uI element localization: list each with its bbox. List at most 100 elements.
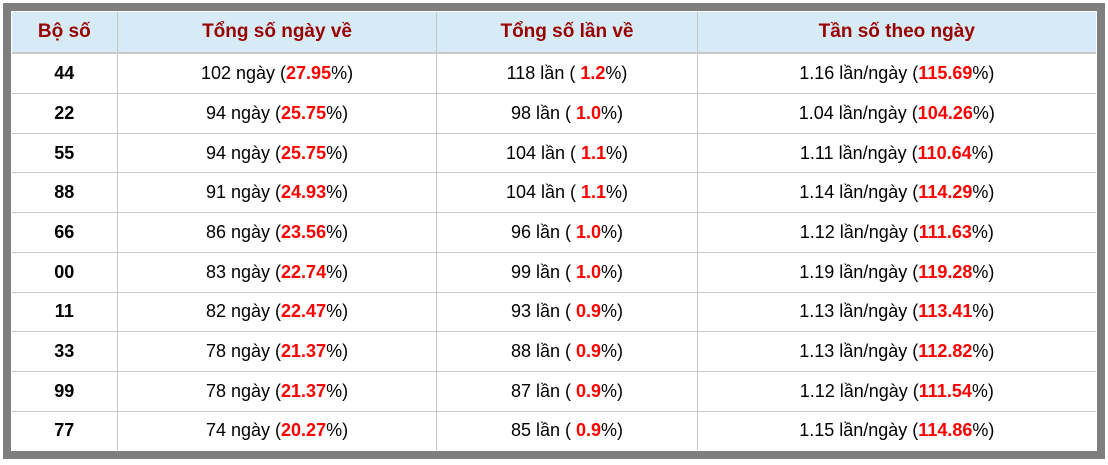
freq-text: 1.11 lần/ngày ( xyxy=(799,142,918,163)
freq-percent: 114.86 xyxy=(918,420,973,441)
pair-number: 99 xyxy=(54,380,75,401)
days-text: 78 ngày ( xyxy=(205,380,282,401)
table-row: 22 94 ngày (25.75%) 98 lần ( 1.0%) 1.04 … xyxy=(12,93,1096,134)
total-times-cell: 99 lần ( 1.0%) xyxy=(436,251,698,293)
total-days-cell: 86 ngày (23.56%) xyxy=(116,212,437,253)
table-row: 55 94 ngày (25.75%) 104 lần ( 1.1%) 1.11… xyxy=(12,132,1096,173)
table-row: 00 83 ngày (22.74%) 99 lần ( 1.0%) 1.19 … xyxy=(12,251,1096,293)
total-days-cell: 83 ngày (22.74%) xyxy=(116,251,437,293)
times-percent: 0.9 xyxy=(575,420,602,441)
freq-text: 1.12 lần/ngày ( xyxy=(799,222,919,242)
times-percent: 0.9 xyxy=(575,380,602,401)
pair-number: 77 xyxy=(54,420,75,441)
freq-percent: 119.28 xyxy=(918,261,973,282)
total-days-cell: 78 ngày (21.37%) xyxy=(116,370,437,412)
freq-text: 1.04 lần/ngày ( xyxy=(798,102,918,123)
days-text: 74 ngày ( xyxy=(205,420,282,441)
freq-text: 1.14 lần/ngày ( xyxy=(799,182,919,203)
total-days-cell: 102 ngày (27.95%) xyxy=(116,53,437,94)
col-header-total-days: Tổng số ngày về xyxy=(116,12,437,54)
freq-text: 1.13 lần/ngày ( xyxy=(799,341,919,362)
frequency-cell: 1.16 lần/ngày (115.69%) xyxy=(696,53,1096,94)
pair-number: 00 xyxy=(54,261,75,282)
total-times-cell: 88 lần ( 0.9%) xyxy=(436,331,698,372)
freq-percent: 115.69 xyxy=(918,63,973,84)
frequency-cell: 1.13 lần/ngày (113.41%) xyxy=(696,291,1096,332)
days-percent-suffix: %) xyxy=(326,182,349,203)
days-percent-suffix: %) xyxy=(326,102,349,123)
freq-text: 1.19 lần/ngày ( xyxy=(799,261,919,282)
header-row: Bộ số Tổng số ngày về Tổng số lần về Tần… xyxy=(12,12,1096,54)
days-percent: 22.74 xyxy=(281,261,327,282)
days-percent-suffix: %) xyxy=(331,63,354,84)
pair-number: 88 xyxy=(54,182,75,203)
freq-percent-suffix: %) xyxy=(971,222,994,242)
days-percent: 27.95 xyxy=(286,63,332,84)
times-percent: 0.9 xyxy=(575,341,602,362)
days-percent: 25.75 xyxy=(281,142,327,163)
times-text: 85 lần ( xyxy=(510,420,576,441)
times-text: 118 lần ( xyxy=(506,63,581,84)
times-percent-suffix: %) xyxy=(606,142,629,163)
days-percent: 24.93 xyxy=(281,182,327,203)
times-percent-suffix: %) xyxy=(601,420,624,441)
times-percent-suffix: %) xyxy=(605,63,628,84)
freq-percent: 111.54 xyxy=(918,380,972,401)
frequency-cell: 1.12 lần/ngày (111.63%) xyxy=(696,212,1096,253)
days-percent: 23.56 xyxy=(281,222,327,242)
frequency-cell: 1.11 lần/ngày (110.64%) xyxy=(696,132,1096,173)
days-percent: 21.37 xyxy=(281,380,327,401)
pair-number: 11 xyxy=(54,301,74,322)
freq-percent: 112.82 xyxy=(918,341,973,362)
freq-text: 1.16 lần/ngày ( xyxy=(799,63,919,84)
freq-percent: 110.64 xyxy=(917,142,972,163)
col-header-total-times: Tổng số lần về xyxy=(436,12,698,54)
total-days-cell: 74 ngày (20.27%) xyxy=(116,410,437,450)
days-percent-suffix: %) xyxy=(326,142,349,163)
lottery-pair-statistics-table: Bộ số Tổng số ngày về Tổng số lần về Tần… xyxy=(12,12,1096,450)
times-percent: 1.1 xyxy=(581,142,607,163)
days-text: 94 ngày ( xyxy=(205,142,282,163)
total-times-cell: 118 lần ( 1.2%) xyxy=(436,53,698,94)
days-percent: 21.37 xyxy=(281,341,327,362)
freq-percent-suffix: %) xyxy=(972,63,995,84)
times-text: 99 lần ( xyxy=(510,261,576,282)
times-text: 98 lần ( xyxy=(510,102,576,123)
freq-percent-suffix: %) xyxy=(972,420,995,441)
freq-percent: 104.26 xyxy=(917,102,973,123)
pair-number-cell: 55 xyxy=(12,132,118,173)
times-percent-suffix: %) xyxy=(606,182,629,203)
total-days-cell: 78 ngày (21.37%) xyxy=(116,331,437,372)
table-row: 11 82 ngày (22.47%) 93 lần ( 0.9%) 1.13 … xyxy=(12,291,1096,332)
table-row: 66 86 ngày (23.56%) 96 lần ( 1.0%) 1.12 … xyxy=(12,212,1096,253)
times-percent: 0.9 xyxy=(575,301,602,322)
days-text: 102 ngày ( xyxy=(200,63,287,84)
total-times-cell: 93 lần ( 0.9%) xyxy=(436,291,698,332)
days-percent-suffix: %) xyxy=(326,261,349,282)
pair-number: 44 xyxy=(54,63,75,84)
frequency-cell: 1.04 lần/ngày (104.26%) xyxy=(696,93,1096,134)
table-row: 77 74 ngày (20.27%) 85 lần ( 0.9%) 1.15 … xyxy=(12,410,1096,450)
pair-number-cell: 11 xyxy=(12,291,118,332)
days-text: 86 ngày ( xyxy=(205,222,282,242)
table-row: 33 78 ngày (21.37%) 88 lần ( 0.9%) 1.13 … xyxy=(12,331,1096,372)
days-percent: 20.27 xyxy=(281,420,327,441)
pair-number-cell: 66 xyxy=(12,212,118,253)
table-row: 99 78 ngày (21.37%) 87 lần ( 0.9%) 1.12 … xyxy=(12,370,1096,412)
total-times-cell: 96 lần ( 1.0%) xyxy=(436,212,698,253)
pair-number: 66 xyxy=(54,222,75,242)
freq-percent-suffix: %) xyxy=(972,301,995,322)
pair-number-cell: 22 xyxy=(12,93,118,134)
days-percent-suffix: %) xyxy=(326,380,349,401)
freq-percent: 111.63 xyxy=(918,222,972,242)
times-percent: 1.0 xyxy=(575,102,602,123)
total-days-cell: 91 ngày (24.93%) xyxy=(116,172,437,213)
days-text: 78 ngày ( xyxy=(205,341,282,362)
days-text: 82 ngày ( xyxy=(205,301,282,322)
frequency-cell: 1.13 lần/ngày (112.82%) xyxy=(696,331,1096,372)
total-days-cell: 94 ngày (25.75%) xyxy=(116,132,437,173)
days-percent: 25.75 xyxy=(281,102,327,123)
total-times-cell: 104 lần ( 1.1%) xyxy=(436,132,698,173)
days-percent-suffix: %) xyxy=(326,341,349,362)
pair-number-cell: 33 xyxy=(12,331,118,372)
